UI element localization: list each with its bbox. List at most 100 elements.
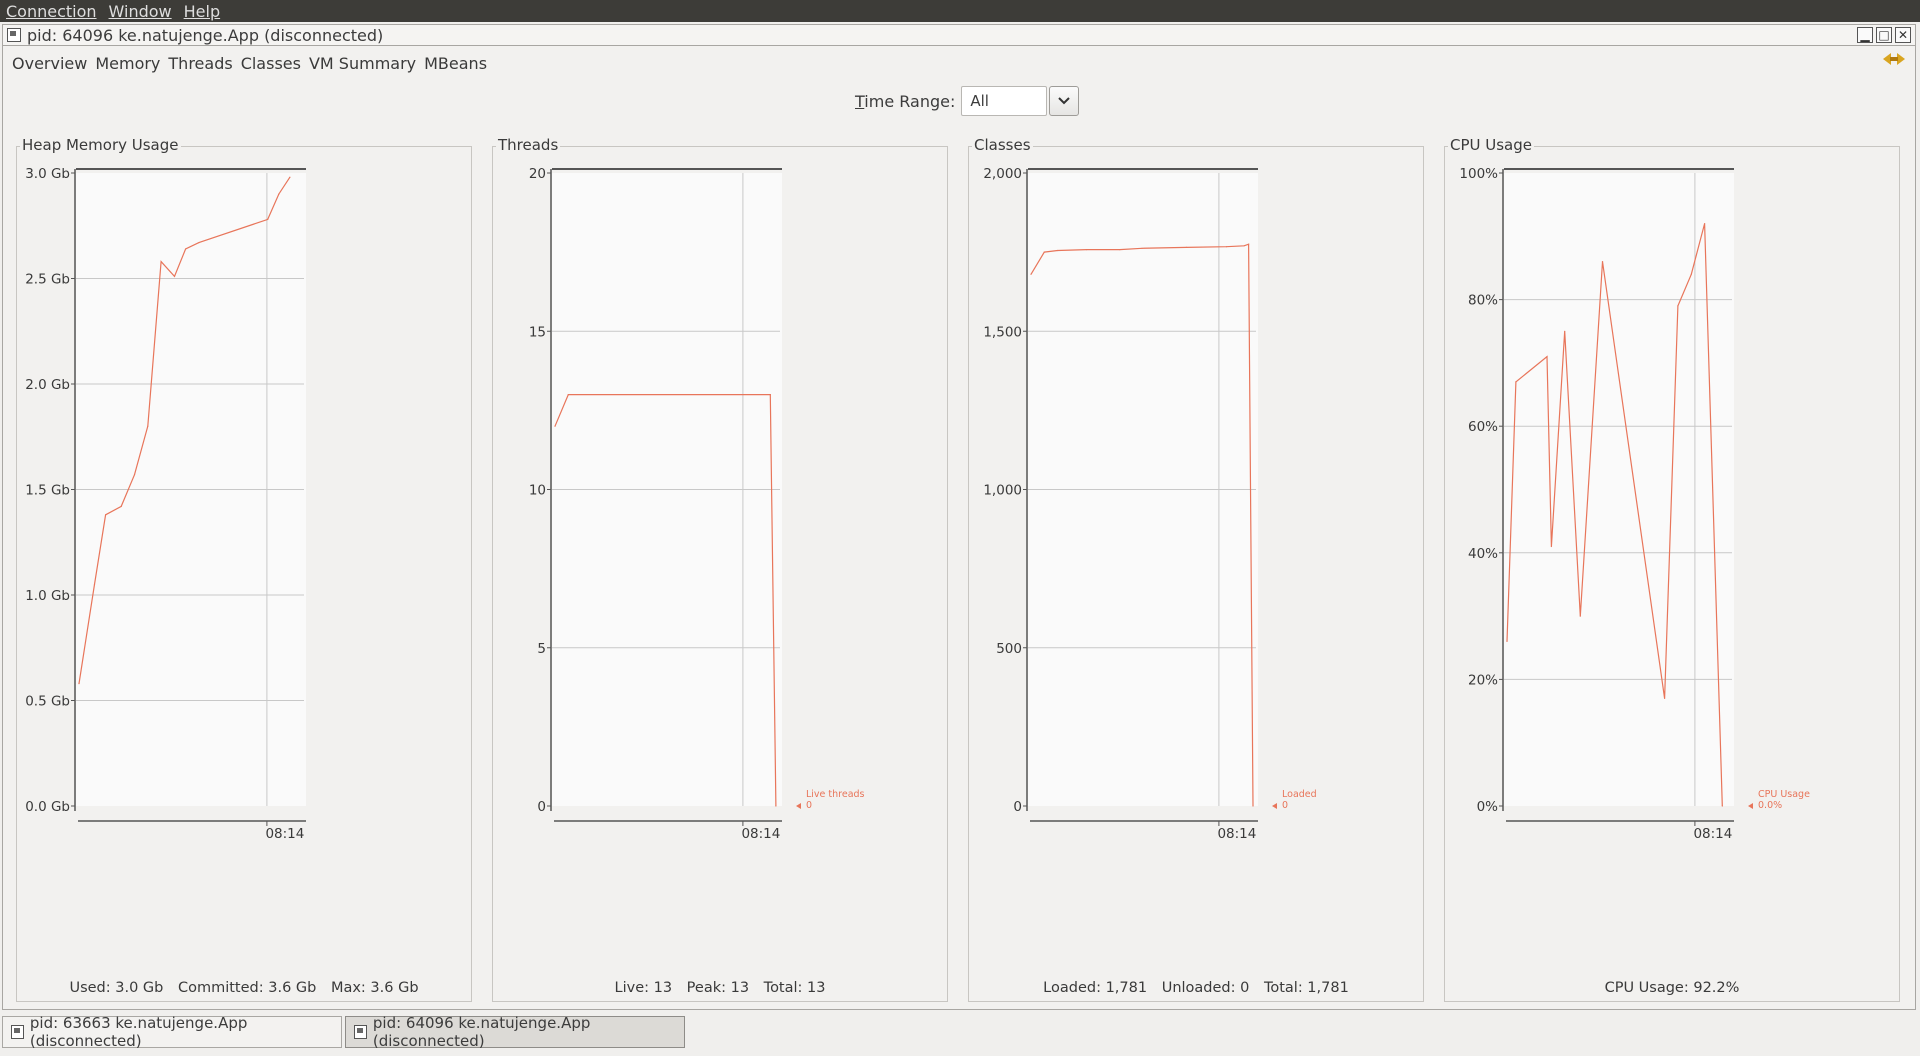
- footer-peak: Peak: 13: [686, 980, 750, 996]
- data-point: [1141, 247, 1143, 249]
- taskbar-item[interactable]: pid: 63663 ke.natujenge.App (disconnecte…: [2, 1014, 342, 1050]
- series-line: [554, 394, 777, 807]
- menu-window[interactable]: Window: [108, 1, 172, 21]
- data-point: [1677, 305, 1679, 307]
- data-point: [1043, 251, 1045, 253]
- y-tick-label: 0.0 Gb: [25, 799, 70, 815]
- y-tick-label: 1,000: [983, 483, 1022, 499]
- data-point: [1243, 245, 1245, 247]
- footer-live: Live: 13: [614, 980, 673, 996]
- panel-title: Classes: [972, 136, 1033, 154]
- taskbar: pid: 63663 ke.natujenge.App (disconnecte…: [0, 1012, 1920, 1056]
- y-tick-label: 2.5 Gb: [25, 272, 70, 288]
- panel-title: Heap Memory Usage: [20, 136, 181, 154]
- data-point: [775, 805, 777, 807]
- y-tick-label: 5: [537, 641, 546, 657]
- data-point: [198, 242, 200, 244]
- classes-panel: Classes 0 500 1,000 1,500 2,000 08:14 Loaded 0 …: [968, 136, 1424, 1002]
- footer-committed: Committed: 3.6 Gb: [177, 980, 317, 996]
- data-point: [1564, 330, 1566, 332]
- plugin-icon[interactable]: [1883, 52, 1905, 66]
- time-range-label: Time Range:: [855, 91, 956, 111]
- tab-vm-summary[interactable]: VM Summary: [308, 54, 417, 73]
- data-point: [1704, 223, 1706, 225]
- data-point: [120, 505, 122, 507]
- data-point: [1185, 246, 1187, 248]
- x-tick-label: 08:14: [1217, 826, 1256, 842]
- y-tick-label: 20%: [1468, 672, 1498, 688]
- x-tick-label: 08:14: [265, 826, 304, 842]
- y-tick-label: 2.0 Gb: [25, 377, 70, 393]
- legend-marker: [796, 803, 801, 809]
- data-point: [1515, 381, 1517, 383]
- y-tick-label: 60%: [1468, 419, 1498, 435]
- chevron-down-icon[interactable]: [1049, 86, 1080, 116]
- main-content: Overview Memory Threads Classes VM Summa…: [2, 46, 1916, 1010]
- data-point: [769, 394, 771, 396]
- legend-value: 0: [1282, 800, 1288, 811]
- cpu-usage-panel: CPU Usage 0% 20% 40% 60% 80% 100% 08:14 CPU Usa…: [1444, 136, 1900, 1002]
- time-range-select[interactable]: All: [961, 86, 1048, 116]
- footer-loaded: Loaded: 1,781: [1043, 980, 1148, 996]
- data-point: [1085, 249, 1088, 251]
- app-icon: [7, 28, 21, 42]
- tab-threads[interactable]: Threads: [168, 54, 233, 73]
- tab-classes[interactable]: Classes: [240, 54, 301, 73]
- window-title: pid: 64096 ke.natujenge.App (disconnecte…: [27, 25, 384, 45]
- threads-panel: Threads 0 5 10 15 20 08:14 Live threads 0 Live:…: [492, 136, 948, 1002]
- legend-marker: [1272, 803, 1277, 809]
- y-tick-label: 100%: [1459, 166, 1498, 182]
- legend-label: Live threads: [806, 789, 865, 800]
- threads-footer: Live: 13 Peak: 13 Total: 13: [492, 980, 948, 996]
- close-button[interactable]: ✕: [1895, 27, 1911, 43]
- y-tick-label: 1,500: [983, 324, 1022, 340]
- maximize-button[interactable]: □: [1876, 27, 1892, 43]
- data-point: [1664, 697, 1666, 700]
- data-point: [133, 474, 136, 476]
- app-icon: [11, 1025, 24, 1039]
- data-point: [160, 261, 162, 263]
- data-point: [147, 425, 149, 427]
- y-tick-label: 1.0 Gb: [25, 588, 70, 604]
- y-tick-label: 40%: [1468, 546, 1498, 562]
- series-line: [1506, 223, 1723, 807]
- data-point: [1248, 243, 1250, 245]
- legend-label: CPU Usage: [1758, 789, 1810, 800]
- data-point: [1550, 545, 1552, 548]
- data-point: [1119, 249, 1121, 251]
- legend-value: 0: [806, 800, 812, 811]
- heap-memory-footer: Used: 3.0 Gb Committed: 3.6 Gb Max: 3.6 …: [16, 980, 472, 996]
- footer-total: Total: 1,781: [1263, 980, 1349, 996]
- x-tick-label: 08:14: [1693, 826, 1732, 842]
- y-tick-label: 500: [996, 641, 1022, 657]
- footer-max: Max: 3.6 Gb: [330, 980, 419, 996]
- data-point: [93, 583, 96, 585]
- data-point: [1225, 246, 1227, 248]
- taskbar-item-active[interactable]: pid: 64096 ke.natujenge.App (disconnecte…: [345, 1014, 685, 1050]
- data-point: [173, 275, 176, 277]
- heap-memory-chart: 0.0 Gb 0.5 Gb 1.0 Gb 1.5 Gb 2.0 Gb 2.5 Gb 3.0 …: [25, 166, 306, 842]
- tab-memory[interactable]: Memory: [95, 54, 161, 73]
- internal-frame-titlebar[interactable]: pid: 64096 ke.natujenge.App (disconnecte…: [2, 24, 1916, 46]
- tab-mbeans[interactable]: MBeans: [424, 54, 488, 73]
- data-point: [554, 425, 556, 427]
- tab-overview[interactable]: Overview: [12, 54, 88, 73]
- y-tick-label: 2,000: [983, 166, 1022, 182]
- y-tick-label: 80%: [1468, 293, 1498, 309]
- legend-marker: [1748, 803, 1753, 809]
- data-point: [1721, 805, 1723, 807]
- data-point: [1057, 249, 1059, 252]
- app-icon: [354, 1025, 367, 1039]
- data-point: [267, 218, 269, 220]
- time-range-control: Time Range: All: [855, 86, 1080, 116]
- minimize-button[interactable]: ▁: [1857, 27, 1873, 43]
- y-tick-label: 20: [529, 166, 546, 182]
- data-point: [78, 683, 80, 685]
- menu-connection[interactable]: Connection: [6, 1, 97, 21]
- data-point: [1546, 356, 1548, 358]
- legend-value: 0.0%: [1758, 800, 1782, 811]
- footer-total: Total: 13: [763, 980, 826, 996]
- menu-help[interactable]: Help: [183, 1, 221, 21]
